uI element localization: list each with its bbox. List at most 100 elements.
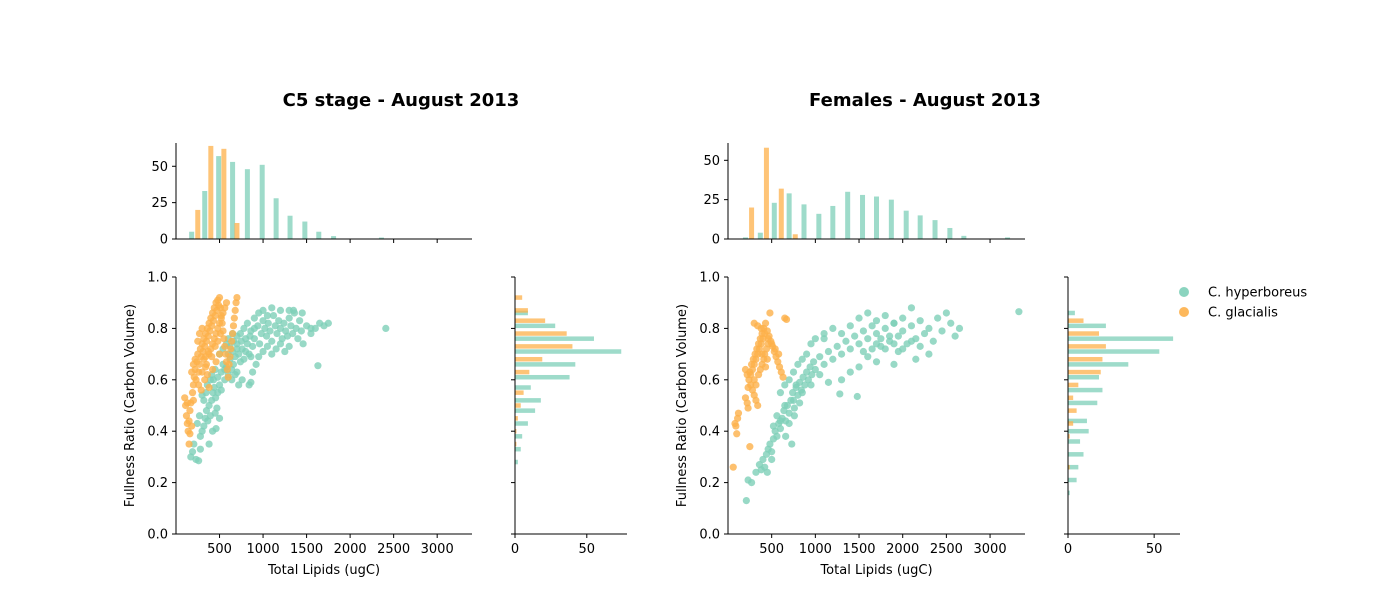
scatter-point-hyperboreus xyxy=(298,327,305,334)
scatter-point-hyperboreus xyxy=(256,340,263,347)
panel-title: Females - August 2013 xyxy=(809,90,1041,111)
x-tick-label: 1500 xyxy=(290,542,323,557)
scatter-point-hyperboreus xyxy=(943,309,950,316)
scatter-point-glacialis xyxy=(779,374,786,381)
right-hist-bar-hyperboreus xyxy=(1068,478,1077,483)
top-hist-bar-glacialis xyxy=(793,234,798,239)
scatter-point-hyperboreus xyxy=(307,325,314,332)
scatter-point-hyperboreus xyxy=(810,358,817,365)
right-hist-bar-glacialis xyxy=(1068,370,1101,375)
scatter-point-hyperboreus xyxy=(836,390,843,397)
scatter-point-hyperboreus xyxy=(280,320,287,327)
scatter-point-hyperboreus xyxy=(777,389,784,396)
scatter-point-glacialis xyxy=(746,368,753,375)
legend-label: C. hyperboreus xyxy=(1208,286,1307,301)
scatter-point-hyperboreus xyxy=(781,402,788,409)
scatter-point-hyperboreus xyxy=(947,320,954,327)
x-axis-label: Total Lipids (ugC) xyxy=(267,563,380,578)
scatter-point-glacialis xyxy=(185,440,192,447)
scatter-point-hyperboreus xyxy=(773,433,780,440)
y-tick-label: 1.0 xyxy=(147,271,168,286)
right-hist-bar-glacialis xyxy=(1068,331,1099,336)
y-axis-label: Fullness Ratio (Carbon Volume) xyxy=(123,304,138,507)
top-hist-bar-hyperboreus xyxy=(801,204,806,239)
top-hist-bar-glacialis xyxy=(749,208,754,239)
scatter-point-glacialis xyxy=(758,351,765,358)
scatter-point-hyperboreus xyxy=(294,335,301,342)
scatter-point-glacialis xyxy=(190,361,197,368)
scatter-point-glacialis xyxy=(199,325,206,332)
legend-marker xyxy=(1179,307,1189,317)
scatter-point-hyperboreus xyxy=(838,351,845,358)
x-axis-label: Total Lipids (ugC) xyxy=(819,563,932,578)
top-hist-bar-hyperboreus xyxy=(216,156,221,239)
x-tick-label: 500 xyxy=(207,542,232,557)
y-tick-label: 0.2 xyxy=(147,476,168,491)
top-hist-bar-hyperboreus xyxy=(904,211,909,239)
right-hist-bar-hyperboreus xyxy=(1068,336,1173,341)
top-hist-bar-hyperboreus xyxy=(288,216,293,239)
scatter-point-hyperboreus xyxy=(869,345,876,352)
right-hist-bar-hyperboreus xyxy=(515,434,522,439)
right-hist-bar-glacialis xyxy=(1068,344,1106,349)
scatter-point-glacialis xyxy=(199,368,206,375)
scatter-point-hyperboreus xyxy=(265,320,272,327)
scatter-point-hyperboreus xyxy=(777,425,784,432)
right-hist-bar-glacialis xyxy=(1068,408,1077,413)
top-hist-bar-hyperboreus xyxy=(845,192,850,239)
top-hist-bar-hyperboreus xyxy=(933,220,938,239)
scatter-point-hyperboreus xyxy=(952,333,959,340)
top-hist-bar-glacialis xyxy=(779,189,784,239)
right-hist-bar-glacialis xyxy=(1068,383,1078,388)
y-tick-label: 0.2 xyxy=(699,476,720,491)
scatter-point-hyperboreus xyxy=(860,348,867,355)
legend-marker xyxy=(1179,287,1189,297)
right-hist-x-tick-label: 0 xyxy=(1064,542,1072,557)
right-hist-bar-hyperboreus xyxy=(515,375,570,380)
scatter-point-hyperboreus xyxy=(251,325,258,332)
legend-label: C. glacialis xyxy=(1208,306,1278,321)
y-axis-label: Fullness Ratio (Carbon Volume) xyxy=(675,304,690,507)
right-hist-bar-hyperboreus xyxy=(1068,324,1106,329)
scatter-point-hyperboreus xyxy=(873,317,880,324)
right-hist-bar-glacialis xyxy=(515,295,522,300)
scatter-point-glacialis xyxy=(216,294,223,301)
scatter-point-glacialis xyxy=(228,338,235,345)
right-hist-bar-glacialis xyxy=(515,331,567,336)
right-hist-bar-hyperboreus xyxy=(515,385,531,390)
scatter-point-hyperboreus xyxy=(925,351,932,358)
scatter-point-glacialis xyxy=(732,422,739,429)
scatter-point-hyperboreus xyxy=(956,325,963,332)
scatter-point-glacialis xyxy=(194,338,201,345)
right-hist-bar-hyperboreus xyxy=(515,421,528,426)
scatter-point-hyperboreus xyxy=(286,315,293,322)
y-tick-label: 0.4 xyxy=(699,425,720,440)
scatter-point-glacialis xyxy=(198,386,205,393)
scatter-point-hyperboreus xyxy=(246,381,253,388)
scatter-point-hyperboreus xyxy=(838,376,845,383)
scatter-point-hyperboreus xyxy=(930,338,937,345)
scatter-point-glacialis xyxy=(225,374,232,381)
scatter-point-glacialis xyxy=(746,443,753,450)
scatter-point-hyperboreus xyxy=(886,333,893,340)
scatter-point-hyperboreus xyxy=(855,340,862,347)
top-hist-bar-glacialis xyxy=(234,223,239,239)
scatter-point-hyperboreus xyxy=(854,393,861,400)
right-hist-bar-hyperboreus xyxy=(515,324,555,329)
right-hist-bar-hyperboreus xyxy=(515,349,621,354)
scatter-point-hyperboreus xyxy=(838,330,845,337)
scatter-point-hyperboreus xyxy=(820,361,827,368)
scatter-point-glacialis xyxy=(205,384,212,391)
scatter-point-hyperboreus xyxy=(803,351,810,358)
scatter-point-hyperboreus xyxy=(195,457,202,464)
scatter-point-hyperboreus xyxy=(807,381,814,388)
y-tick-label: 0.0 xyxy=(147,528,168,543)
top-hist-bar-glacialis xyxy=(208,146,213,239)
scatter-point-hyperboreus xyxy=(264,343,271,350)
scatter-point-hyperboreus xyxy=(249,368,256,375)
scatter-point-glacialis xyxy=(734,415,741,422)
scatter-point-glacialis xyxy=(188,368,195,375)
scatter-point-glacialis xyxy=(226,353,233,360)
scatter-point-hyperboreus xyxy=(847,368,854,375)
scatter-point-hyperboreus xyxy=(899,315,906,322)
